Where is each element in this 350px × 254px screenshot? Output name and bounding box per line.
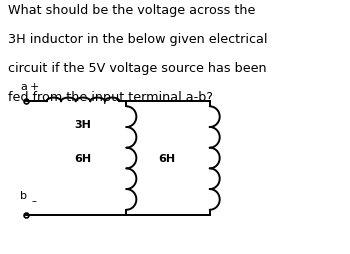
Text: circuit if the 5V voltage source has been: circuit if the 5V voltage source has bee… <box>8 62 267 75</box>
Text: What should be the voltage across the: What should be the voltage across the <box>8 4 256 17</box>
Text: 6H: 6H <box>158 153 175 163</box>
Text: +: + <box>30 82 39 92</box>
Text: 3H inductor in the below given electrical: 3H inductor in the below given electrica… <box>8 33 268 46</box>
Text: b: b <box>20 190 27 200</box>
Text: –: – <box>32 195 37 205</box>
Text: fed from the input terminal a-b?: fed from the input terminal a-b? <box>8 91 214 104</box>
Text: 3H: 3H <box>75 119 91 130</box>
Text: a: a <box>21 82 27 92</box>
Text: 6H: 6H <box>75 153 92 163</box>
